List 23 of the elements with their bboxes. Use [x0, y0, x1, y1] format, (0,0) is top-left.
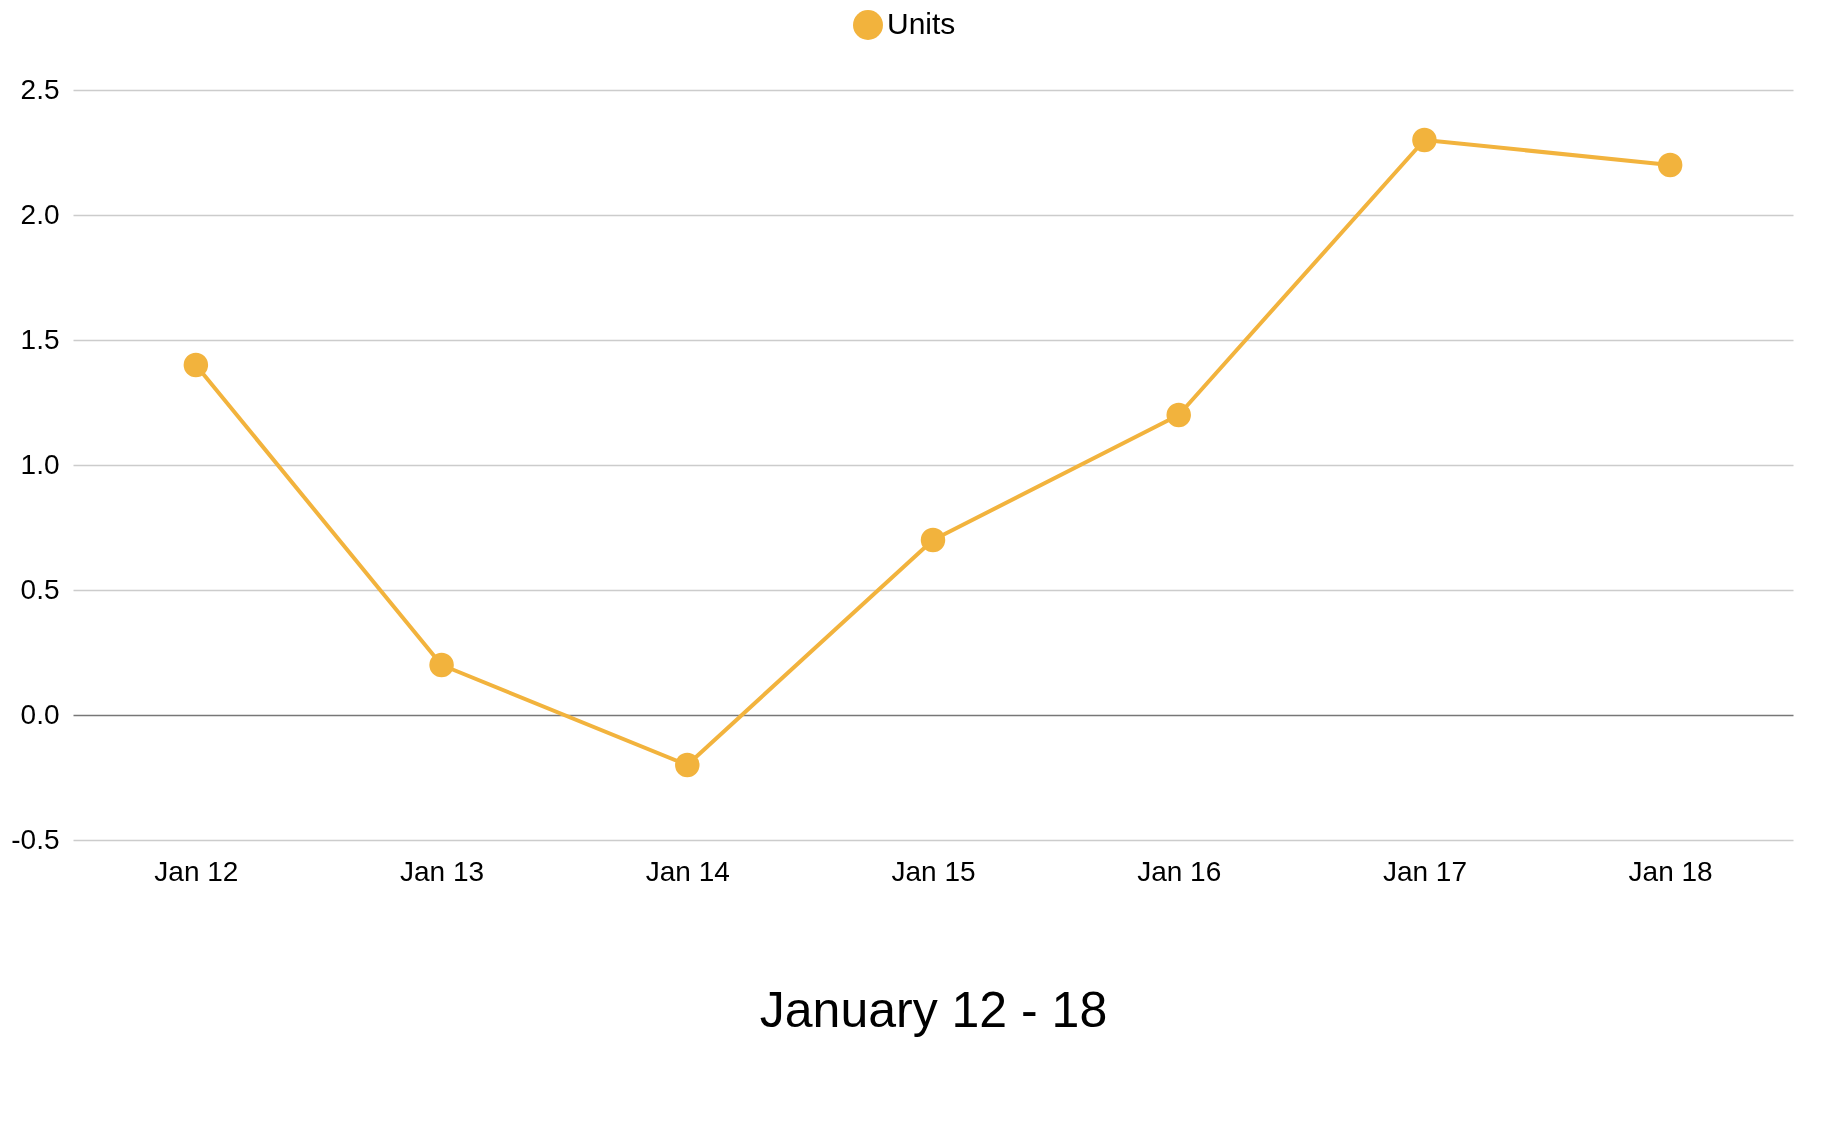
- x-tick-label: Jan 15: [891, 855, 976, 887]
- x-tick-label: Jan 18: [1628, 855, 1713, 887]
- y-tick-label: 1.5: [20, 323, 60, 355]
- x-axis-title: January 12 - 18: [759, 981, 1108, 1038]
- y-tick-label: 1.0: [20, 448, 60, 480]
- point: [1166, 402, 1191, 428]
- legend-label: Units: [887, 7, 956, 40]
- point: [1657, 152, 1683, 178]
- point: [920, 527, 946, 553]
- point: [183, 352, 209, 378]
- y-tick-label: 0.5: [20, 573, 60, 605]
- x-tick-label: Jan 13: [400, 855, 485, 887]
- point: [429, 652, 454, 678]
- x-tick-label: Jan 14: [645, 855, 730, 887]
- x-tick-label: Jan 16: [1137, 855, 1222, 887]
- y-tick-label: 0.0: [20, 698, 60, 730]
- y-tick-label: -0.5: [11, 823, 60, 855]
- point: [1412, 127, 1437, 153]
- y-tick-label: 2.0: [20, 198, 60, 230]
- point: [675, 752, 700, 778]
- x-tick-label: Jan 12: [154, 855, 239, 887]
- y-tick-label: 2.5: [20, 73, 60, 105]
- x-tick-label: Jan 17: [1382, 855, 1467, 887]
